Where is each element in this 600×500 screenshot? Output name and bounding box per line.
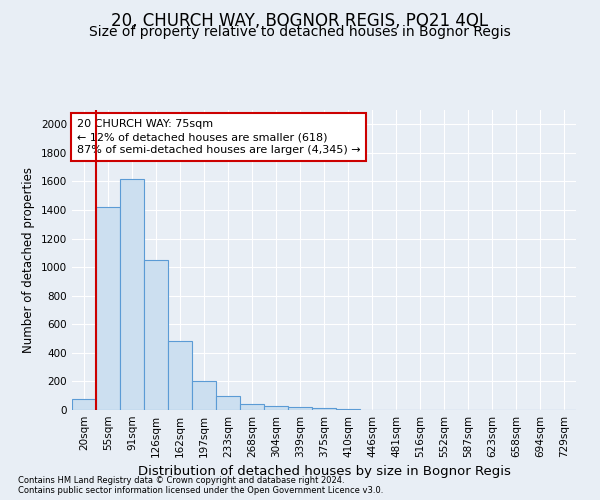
- Bar: [288, 407, 312, 410]
- Text: 20, CHURCH WAY, BOGNOR REGIS, PO21 4QL: 20, CHURCH WAY, BOGNOR REGIS, PO21 4QL: [112, 12, 488, 30]
- Bar: [312, 408, 336, 410]
- Bar: [264, 406, 288, 410]
- Bar: [96, 207, 120, 410]
- Y-axis label: Number of detached properties: Number of detached properties: [22, 167, 35, 353]
- X-axis label: Distribution of detached houses by size in Bognor Regis: Distribution of detached houses by size …: [137, 466, 511, 478]
- Text: Contains HM Land Registry data © Crown copyright and database right 2024.: Contains HM Land Registry data © Crown c…: [18, 476, 344, 485]
- Bar: [192, 382, 216, 410]
- Text: Size of property relative to detached houses in Bognor Regis: Size of property relative to detached ho…: [89, 25, 511, 39]
- Bar: [72, 400, 96, 410]
- Bar: [216, 396, 240, 410]
- Bar: [240, 404, 264, 410]
- Bar: [120, 178, 144, 410]
- Text: 20 CHURCH WAY: 75sqm
← 12% of detached houses are smaller (618)
87% of semi-deta: 20 CHURCH WAY: 75sqm ← 12% of detached h…: [77, 119, 361, 156]
- Text: Contains public sector information licensed under the Open Government Licence v3: Contains public sector information licen…: [18, 486, 383, 495]
- Bar: [168, 342, 192, 410]
- Bar: [144, 260, 168, 410]
